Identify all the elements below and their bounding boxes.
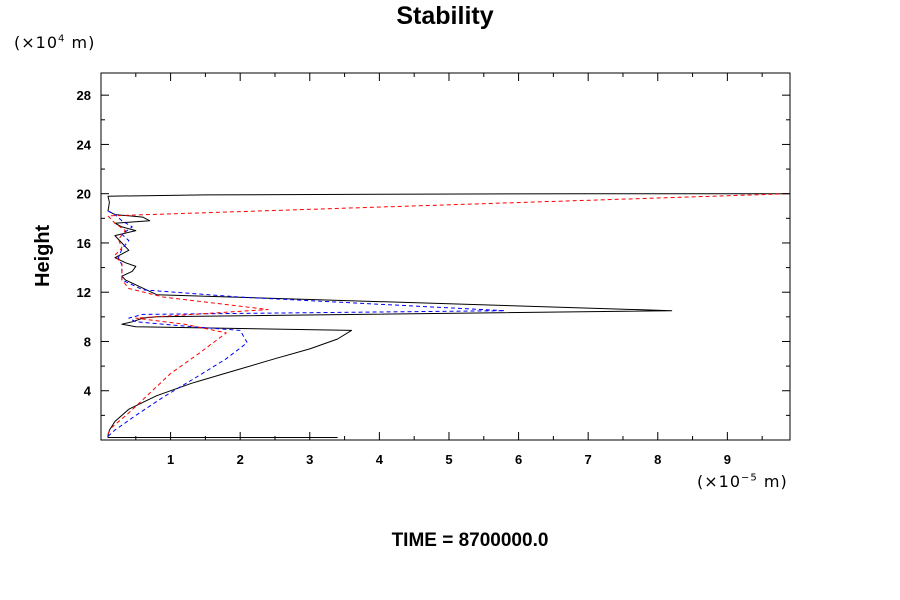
- y-unit-exponent: 4: [58, 33, 66, 45]
- x-tick-label: 1: [167, 452, 174, 467]
- x-tick-label: 2: [237, 452, 244, 467]
- time-label: TIME = 8700000.0: [391, 530, 549, 551]
- x-tick-label: 4: [376, 452, 384, 467]
- chart-title: Stability: [396, 2, 494, 30]
- y-tick-label: 24: [77, 137, 92, 152]
- x-unit-exponent: −5: [741, 472, 758, 484]
- plot-frame: [100, 72, 791, 441]
- x-tick-label: 6: [515, 452, 522, 467]
- series-line-1: [107, 193, 790, 438]
- y-tick-label: 12: [77, 285, 91, 300]
- series-line-3: [107, 193, 791, 435]
- series-line-2: [107, 210, 506, 437]
- x-unit-suffix: m): [757, 472, 788, 491]
- y-tick-label: 16: [77, 236, 91, 251]
- y-tick-label: 28: [77, 88, 91, 103]
- x-unit-prefix: (×10: [697, 472, 742, 491]
- x-tick-label: 9: [724, 452, 731, 467]
- y-tick-label: 4: [84, 384, 92, 399]
- series-layer: [107, 193, 791, 438]
- x-tick-label: 8: [654, 452, 661, 467]
- y-unit-suffix: m): [65, 33, 96, 52]
- y-tick-label: 20: [77, 187, 91, 202]
- x-tick-label: 5: [445, 452, 452, 467]
- x-tick-label: 3: [306, 452, 313, 467]
- y-tick-label: 8: [84, 334, 91, 349]
- x-tick-label: 7: [585, 452, 592, 467]
- x-axis-unit: (×10−5 m): [697, 472, 788, 491]
- y-unit-prefix: (×10: [14, 33, 59, 52]
- y-axis-unit: (×104 m): [14, 33, 95, 52]
